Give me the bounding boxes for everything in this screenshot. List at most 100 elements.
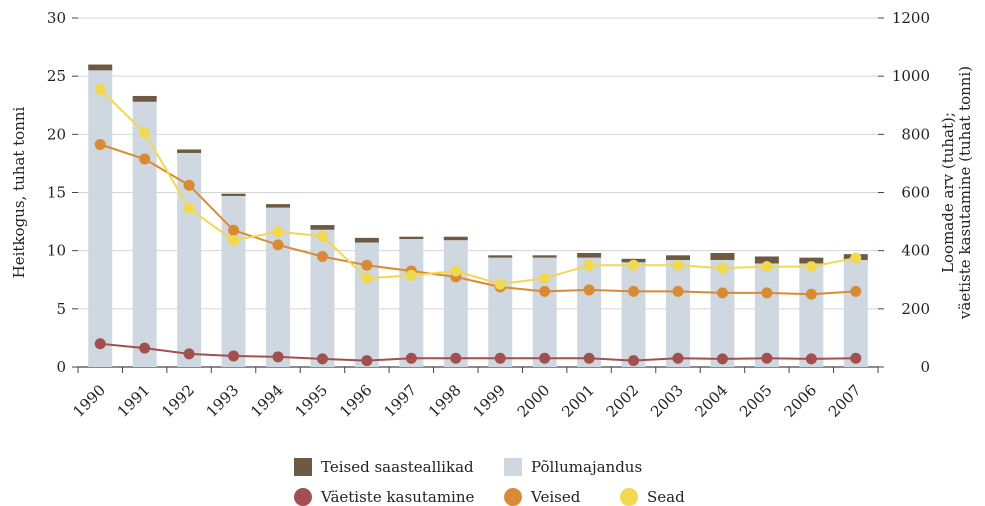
point-fertilizer: [539, 352, 551, 364]
point-pigs: [539, 272, 551, 284]
point-pigs: [716, 262, 728, 274]
bar-agriculture: [666, 259, 690, 367]
bar-other-sources: [666, 255, 690, 260]
y-left-tick-label: 5: [56, 300, 66, 318]
bar-other-sources: [266, 204, 290, 208]
bar-agriculture: [443, 240, 468, 367]
y-right-tick-label: 600: [901, 184, 930, 202]
x-tick-label: 2004: [692, 381, 732, 421]
point-cattle: [761, 287, 773, 299]
x-tick-label: 1999: [469, 381, 509, 421]
point-cattle: [583, 284, 595, 296]
bar-other-sources: [443, 236, 468, 241]
bar-agriculture: [399, 239, 424, 367]
bar-other-sources: [88, 64, 113, 71]
line-pigs: [99, 88, 856, 286]
legend-label-agriculture: Põllumajandus: [531, 458, 643, 476]
legend-label-pigs: Sead: [647, 488, 685, 506]
point-pigs: [805, 261, 817, 273]
y-right-tick-label: 400: [901, 242, 930, 260]
x-tick-label: 2007: [825, 381, 865, 421]
point-pigs: [272, 226, 284, 238]
point-cattle: [539, 285, 551, 297]
x-tick-label: 2002: [603, 381, 643, 421]
point-cattle: [94, 139, 106, 151]
point-fertilizer: [183, 348, 195, 360]
legend-item-pigs: Sead: [620, 488, 685, 506]
y-left-tick-label: 30: [47, 9, 66, 27]
x-tick-label: 1993: [203, 381, 243, 421]
y-right-tick-label: 1000: [892, 67, 930, 85]
point-fertilizer: [583, 352, 595, 364]
bar-other-sources: [532, 255, 557, 258]
bar-agriculture: [754, 263, 779, 367]
point-fertilizer: [494, 352, 506, 364]
bar-other-sources: [577, 252, 602, 258]
point-pigs: [94, 83, 106, 95]
point-cattle: [672, 285, 684, 297]
point-pigs: [761, 261, 773, 273]
x-tick-label: 1996: [336, 381, 376, 421]
point-cattle: [228, 224, 240, 236]
point-pigs: [494, 278, 506, 290]
legend-swatch-fertilizer: [294, 488, 312, 506]
point-fertilizer: [761, 352, 773, 364]
point-pigs: [850, 252, 862, 264]
line-cattle: [99, 143, 856, 296]
x-tick-label: 2003: [647, 381, 687, 421]
point-cattle: [628, 285, 640, 297]
legend-item-agriculture: Põllumajandus: [504, 458, 642, 476]
point-pigs: [583, 259, 595, 271]
y-left-tick-label: 20: [47, 125, 66, 143]
x-tick-label: 2000: [514, 381, 554, 421]
point-cattle: [139, 153, 151, 165]
legend-item-cattle: Veised: [504, 488, 580, 506]
point-fertilizer: [361, 355, 373, 367]
y-left-tick-label: 25: [47, 67, 66, 85]
point-cattle: [361, 259, 373, 271]
legend-item-fertilizer: Väetiste kasutamine: [294, 488, 474, 506]
y-left-tick-label: 15: [47, 184, 66, 202]
point-pigs: [405, 269, 417, 281]
y-left-tick-label: 0: [56, 358, 66, 376]
x-tick-label: 1994: [247, 381, 287, 421]
bar-agriculture: [621, 262, 646, 367]
point-cattle: [316, 250, 328, 262]
y-right-tick-label: 800: [901, 125, 930, 143]
bar-other-sources: [132, 95, 157, 102]
point-fertilizer: [672, 352, 684, 364]
legend-label-cattle: Veised: [531, 488, 581, 506]
x-tick-label: 2005: [736, 381, 776, 421]
x-tick-label: 1995: [292, 381, 332, 421]
point-fertilizer: [139, 342, 151, 354]
line-fertilizer: [100, 342, 856, 362]
y-axis-right-title: Loomade arv (tuhat);väetiste kasutamine …: [939, 66, 974, 320]
point-pigs: [183, 202, 195, 214]
point-fertilizer: [716, 353, 728, 365]
bar-agriculture: [221, 195, 246, 367]
bar-agriculture: [310, 229, 335, 367]
bar-agriculture: [843, 259, 868, 367]
bar-other-sources: [710, 252, 735, 260]
point-cattle: [716, 287, 728, 299]
bar-other-sources: [799, 257, 824, 264]
y-axis-left-title: Heitkogus, tuhat tonni: [10, 106, 28, 278]
bar-other-sources: [488, 255, 513, 258]
y-right-tick-label: 0: [920, 358, 930, 376]
bar-other-sources: [177, 149, 202, 153]
point-cattle: [272, 239, 284, 251]
bar-other-sources: [310, 225, 335, 230]
x-tick-label: 2006: [780, 381, 820, 421]
point-fertilizer: [628, 355, 640, 367]
legend-label-other-sources: Teised saasteallikad: [321, 458, 474, 476]
x-tick-label: 1998: [425, 381, 465, 421]
bar-agriculture: [799, 263, 824, 367]
x-tick-label: 2001: [558, 381, 598, 421]
point-fertilizer: [228, 350, 240, 362]
point-pigs: [228, 234, 240, 246]
y-left-tick-label: 10: [47, 242, 66, 260]
bar-agriculture: [710, 259, 735, 367]
x-tick-label: 1992: [158, 381, 198, 421]
legend-label-fertilizer: Väetiste kasutamine: [321, 488, 475, 506]
x-tick-label: 1991: [114, 381, 154, 421]
